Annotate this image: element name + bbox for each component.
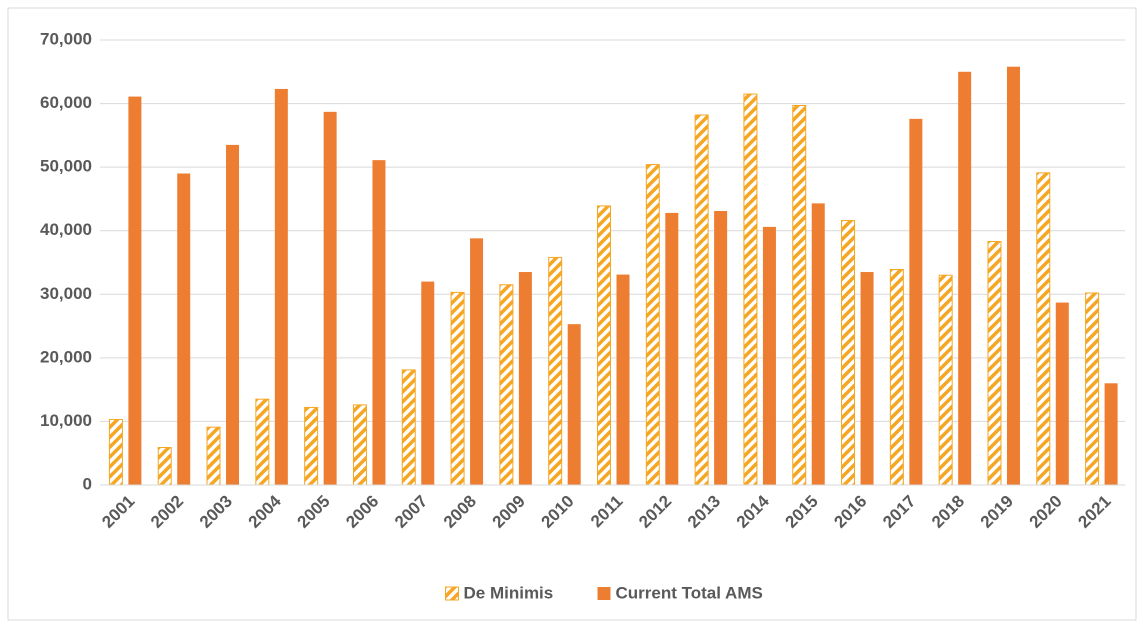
bar [470,238,484,485]
bar [762,226,776,485]
bar [255,398,270,486]
bar [694,114,709,486]
bar [499,284,514,486]
bar [889,268,904,486]
bar [567,324,581,485]
bar [421,281,435,485]
bar [128,96,142,485]
bar [372,160,386,485]
bar [304,406,319,486]
bar [841,220,856,486]
y-tick-label: 10,000 [40,411,92,430]
bar [401,369,416,486]
bar [938,274,953,486]
bar [743,93,758,486]
bar [548,256,563,486]
y-tick-label: 20,000 [40,347,92,366]
legend-swatch [445,586,459,601]
bar [1085,292,1100,486]
bar [792,104,807,486]
bar [597,205,611,486]
bar [1036,172,1051,486]
bar [206,426,221,486]
bar [714,211,728,485]
bar [177,173,191,485]
bar [645,164,660,486]
bar [1006,66,1020,485]
bar [860,272,874,485]
y-tick-label: 70,000 [40,29,92,48]
bar [226,144,240,485]
legend-label: De Minimis [464,583,554,602]
y-tick-label: 60,000 [40,93,92,112]
bar [157,446,172,486]
y-tick-label: 30,000 [40,284,92,303]
bar [665,212,679,485]
bar [352,404,367,486]
y-tick-label: 50,000 [40,157,92,176]
bar [108,419,123,486]
bar [811,203,825,485]
bar [958,71,972,486]
bar [616,274,630,485]
bar [274,88,288,485]
legend-swatch [597,587,611,600]
bar [1104,383,1118,485]
bar [518,272,532,485]
bar [987,241,1002,486]
bar [909,118,923,485]
legend-label: Current Total AMS [616,583,763,602]
y-tick-label: 0 [83,474,92,493]
bar [323,111,337,485]
bar [1055,302,1069,485]
y-tick-label: 40,000 [40,220,92,239]
bar [450,291,465,486]
